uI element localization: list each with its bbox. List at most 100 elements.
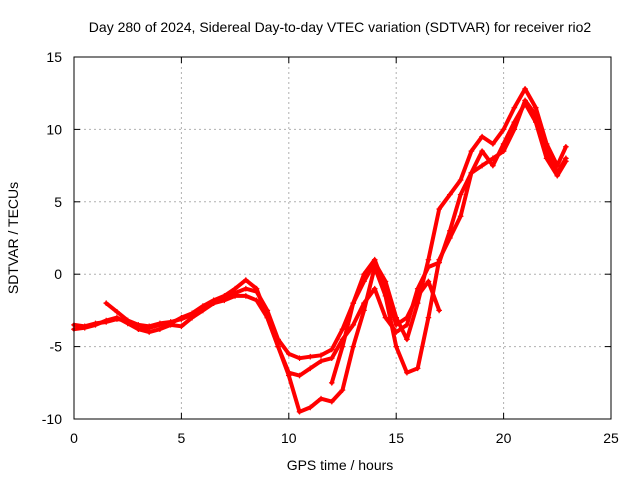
data-point <box>371 285 378 292</box>
data-point <box>178 323 185 330</box>
data-point <box>543 148 550 154</box>
data-point <box>275 343 281 350</box>
data-point <box>554 170 561 176</box>
x-tick-label: 10 <box>281 430 297 446</box>
tick-labels: 0 5 10 15 20 25 -10 -5 0 5 10 15 <box>42 49 619 446</box>
chart-title: Day 280 of 2024, Sidereal Day-to-day VTE… <box>89 19 592 35</box>
data-point <box>563 143 569 150</box>
data-point <box>414 365 421 372</box>
y-tick-label: 15 <box>46 49 62 65</box>
series-line-track-c <box>104 98 568 378</box>
data-point <box>404 369 410 376</box>
data-point <box>339 387 346 393</box>
x-tick-label: 15 <box>388 430 404 446</box>
data-point <box>468 170 475 176</box>
x-axis-label: GPS time / hours <box>287 457 394 473</box>
data-point <box>425 278 432 285</box>
data-point <box>114 314 120 321</box>
data-point <box>511 126 518 133</box>
data-point <box>178 314 185 321</box>
y-tick-label: 10 <box>46 121 62 137</box>
data-point <box>447 227 453 234</box>
data-point <box>232 285 238 292</box>
data-point <box>490 141 496 147</box>
data-point <box>328 380 335 386</box>
data-point <box>382 285 389 292</box>
data-point <box>339 326 346 333</box>
data-point <box>533 104 539 111</box>
data-point <box>361 271 367 277</box>
x-tick-label: 0 <box>70 430 78 446</box>
data-point <box>479 133 485 140</box>
data-point <box>404 336 410 343</box>
data-point <box>436 259 442 266</box>
data-point <box>404 322 410 328</box>
data-point <box>296 408 303 415</box>
data-point <box>264 314 271 321</box>
data-point <box>490 162 496 169</box>
data-point <box>114 309 120 315</box>
data-point <box>361 300 367 306</box>
y-tick-label: -10 <box>42 411 62 427</box>
data-point <box>318 395 324 402</box>
data-point <box>479 162 485 169</box>
data-point <box>135 326 142 333</box>
data-point <box>500 126 507 133</box>
data-point <box>533 112 539 118</box>
data-point <box>157 326 163 333</box>
data-point <box>307 365 314 372</box>
data-point <box>457 191 464 198</box>
data-point <box>522 86 528 92</box>
data-point <box>447 191 453 198</box>
x-tick-label: 20 <box>496 430 512 446</box>
x-tick-label: 5 <box>178 430 186 446</box>
data-point <box>393 343 399 350</box>
data-point <box>425 264 432 270</box>
data-point <box>124 317 131 324</box>
data-point <box>318 358 324 364</box>
data-point <box>328 398 335 405</box>
data-point <box>425 314 432 321</box>
data-point <box>296 372 303 379</box>
data-point <box>457 177 464 183</box>
data-point <box>232 293 238 299</box>
data-point <box>307 404 314 411</box>
data-point <box>253 285 260 292</box>
data-point <box>350 343 357 350</box>
grid <box>74 57 611 419</box>
data-point <box>210 300 217 306</box>
data-point <box>243 277 249 283</box>
plot-frame <box>73 56 612 420</box>
data-point <box>425 256 432 263</box>
y-tick-label: -5 <box>50 339 63 355</box>
series-layer <box>71 86 569 415</box>
data-point <box>511 104 518 111</box>
data-point <box>328 355 335 361</box>
x-tick-label: 25 <box>603 430 619 446</box>
data-point <box>189 314 195 321</box>
data-point <box>286 369 292 376</box>
data-point <box>318 352 324 359</box>
data-point <box>457 213 464 220</box>
data-point <box>382 314 389 321</box>
data-point <box>393 322 399 328</box>
data-point <box>146 329 152 335</box>
data-point <box>167 322 174 328</box>
data-point <box>479 148 485 154</box>
data-point <box>253 297 260 304</box>
series-track-d <box>328 256 442 386</box>
data-point <box>393 329 399 335</box>
data-point <box>103 300 110 306</box>
data-point <box>243 285 249 292</box>
data-point <box>563 155 569 162</box>
data-point <box>286 351 292 357</box>
data-point <box>414 285 421 292</box>
data-point <box>350 322 357 328</box>
data-point <box>371 256 378 263</box>
ticks <box>73 56 612 420</box>
data-point <box>490 155 496 162</box>
data-point <box>92 322 99 328</box>
data-point <box>81 324 88 331</box>
